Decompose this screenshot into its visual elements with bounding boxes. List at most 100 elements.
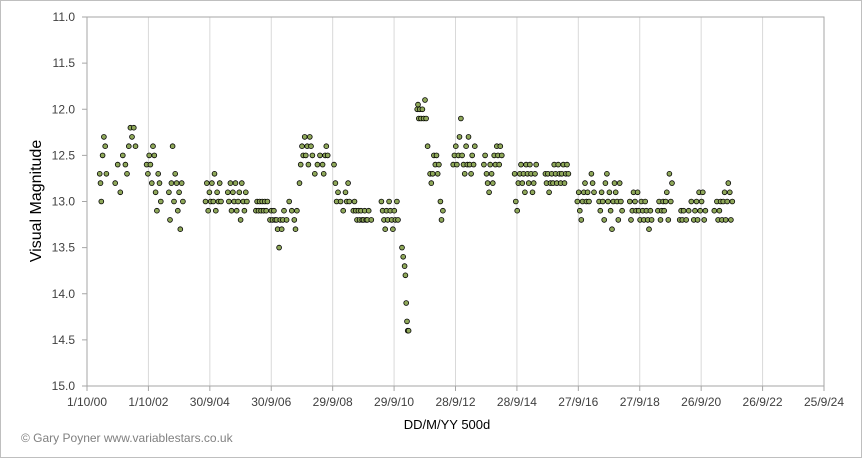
data-point bbox=[434, 171, 441, 177]
data-point bbox=[235, 198, 241, 205]
x-axis-title: DD/M/YY 500d bbox=[404, 417, 490, 432]
data-point bbox=[225, 189, 231, 196]
data-point bbox=[317, 152, 323, 159]
data-point bbox=[657, 217, 664, 223]
data-point bbox=[241, 207, 248, 214]
data-point bbox=[323, 143, 330, 150]
data-point bbox=[599, 198, 606, 205]
data-point bbox=[586, 198, 592, 205]
data-point bbox=[576, 207, 583, 214]
data-point bbox=[346, 198, 353, 205]
data-point bbox=[158, 198, 164, 205]
data-point bbox=[518, 161, 524, 168]
data-point bbox=[178, 180, 185, 186]
data-point bbox=[171, 198, 177, 205]
data-point bbox=[468, 171, 474, 177]
data-point bbox=[532, 171, 538, 177]
data-point bbox=[319, 161, 326, 168]
data-point bbox=[698, 198, 705, 205]
data-point bbox=[271, 207, 277, 214]
data-point bbox=[484, 180, 491, 186]
data-point bbox=[555, 161, 561, 168]
data-point bbox=[232, 180, 239, 186]
x-tick-label: 28/9/14 bbox=[497, 395, 537, 409]
data-point bbox=[297, 161, 304, 168]
data-point bbox=[129, 134, 135, 140]
data-point bbox=[519, 180, 526, 186]
data-point bbox=[423, 115, 429, 122]
data-point bbox=[335, 189, 341, 196]
data-point bbox=[294, 207, 300, 214]
data-point bbox=[419, 106, 426, 113]
data-point bbox=[230, 189, 236, 196]
data-point bbox=[465, 134, 472, 140]
data-point bbox=[180, 198, 186, 205]
data-point bbox=[546, 189, 552, 196]
y-tick-label: 13.0 bbox=[52, 195, 76, 209]
data-point bbox=[512, 198, 519, 205]
data-point bbox=[702, 207, 709, 214]
data-point bbox=[204, 180, 210, 186]
data-point bbox=[458, 115, 464, 122]
data-point bbox=[216, 180, 223, 186]
y-tick-label: 14.0 bbox=[52, 287, 76, 301]
data-point bbox=[320, 171, 327, 177]
data-point bbox=[711, 207, 718, 214]
data-point bbox=[438, 217, 445, 223]
data-point bbox=[302, 152, 309, 159]
data-point bbox=[564, 161, 570, 168]
data-point bbox=[399, 244, 405, 251]
data-point bbox=[436, 161, 442, 168]
data-point bbox=[598, 189, 605, 196]
data-point bbox=[525, 180, 532, 186]
data-point bbox=[726, 189, 733, 196]
data-point bbox=[574, 198, 581, 205]
y-tick-label: 11.5 bbox=[53, 56, 76, 70]
data-point bbox=[683, 217, 689, 223]
data-point bbox=[604, 171, 610, 177]
data-point bbox=[395, 217, 401, 223]
data-point bbox=[103, 171, 110, 177]
data-point bbox=[437, 198, 444, 205]
data-point bbox=[264, 198, 271, 205]
x-tick-label: 1/10/02 bbox=[128, 395, 168, 409]
data-point bbox=[98, 198, 105, 205]
data-point bbox=[642, 198, 648, 205]
data-point bbox=[487, 161, 494, 168]
data-point bbox=[729, 198, 736, 205]
data-point bbox=[597, 207, 604, 214]
data-point bbox=[151, 152, 158, 159]
data-point bbox=[428, 180, 435, 186]
data-point bbox=[666, 171, 673, 177]
data-point bbox=[342, 189, 349, 196]
data-point bbox=[646, 226, 652, 233]
data-point bbox=[149, 180, 155, 186]
data-point bbox=[605, 198, 611, 205]
data-point bbox=[211, 171, 218, 177]
x-tick-label: 26/9/22 bbox=[743, 395, 783, 409]
data-point bbox=[124, 171, 130, 177]
data-point bbox=[281, 207, 287, 214]
y-axis: 11.0 11.5 12.0 12.5 13.0 13.5 14.0 14.5 15.0 bbox=[52, 10, 87, 393]
data-point bbox=[205, 207, 212, 214]
data-point bbox=[699, 189, 706, 196]
data-point bbox=[308, 143, 314, 150]
data-point bbox=[471, 143, 478, 150]
data-point bbox=[150, 143, 156, 150]
data-point bbox=[324, 152, 331, 159]
data-point bbox=[309, 152, 316, 159]
data-point bbox=[405, 327, 412, 334]
data-point bbox=[101, 134, 107, 140]
data-point bbox=[276, 244, 282, 251]
data-point bbox=[488, 171, 495, 177]
data-point bbox=[210, 198, 217, 205]
data-point bbox=[147, 161, 154, 168]
data-point bbox=[469, 152, 476, 159]
x-tick-label: 28/9/12 bbox=[435, 395, 475, 409]
data-point bbox=[533, 161, 539, 168]
data-point bbox=[202, 198, 209, 205]
data-point bbox=[228, 207, 235, 214]
data-point bbox=[227, 180, 234, 186]
data-point bbox=[299, 143, 305, 150]
data-point bbox=[278, 226, 285, 233]
